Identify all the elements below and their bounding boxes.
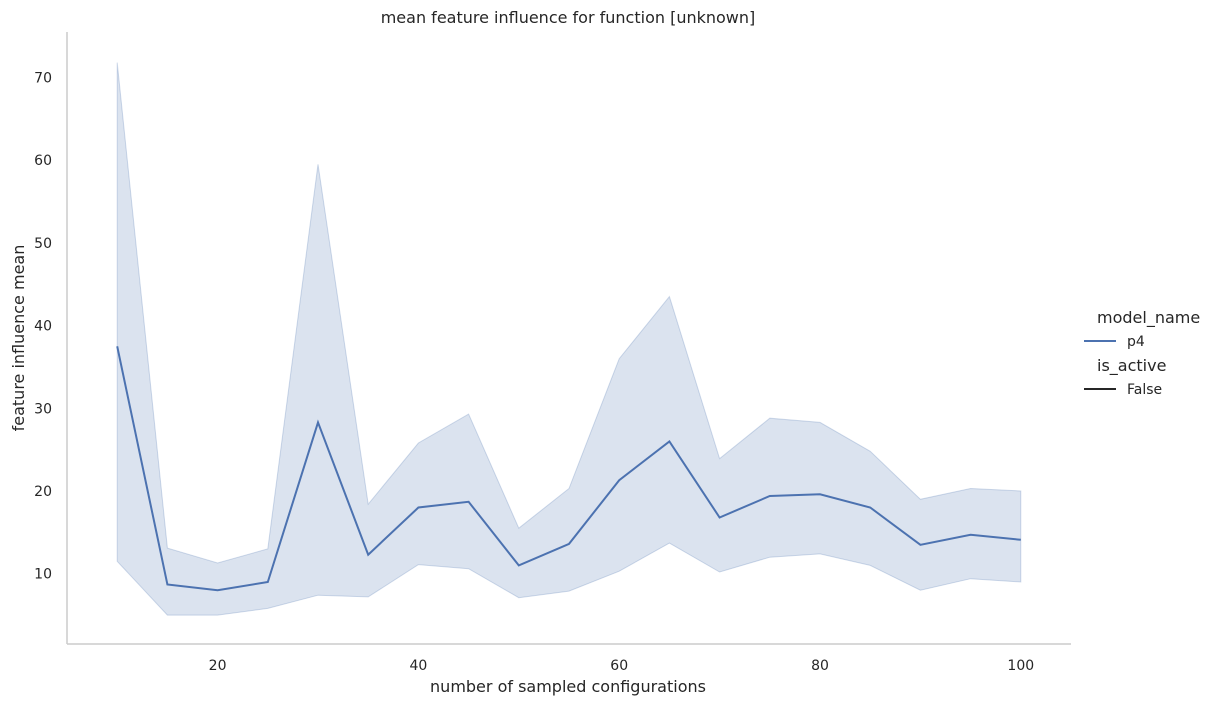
legend-hue-title: model_name bbox=[1097, 308, 1200, 328]
y-tick-label: 20 bbox=[34, 484, 52, 500]
x-tick-label: 20 bbox=[209, 658, 227, 674]
y-tick-label: 10 bbox=[34, 567, 52, 583]
x-axis-label: number of sampled configurations bbox=[430, 677, 706, 696]
x-tick-label: 60 bbox=[610, 658, 628, 674]
plot-area: 20 40 60 80 100 10 20 30 40 50 60 70 bbox=[34, 32, 1071, 674]
x-tick-label: 80 bbox=[811, 658, 829, 674]
y-tick-label: 50 bbox=[34, 236, 52, 252]
x-tick-label: 40 bbox=[409, 658, 427, 674]
x-tick-label: 100 bbox=[1007, 658, 1034, 674]
legend-style-label: False bbox=[1127, 382, 1162, 398]
legend-style-title: is_active bbox=[1097, 356, 1166, 376]
y-tick-label: 40 bbox=[34, 319, 52, 335]
legend-hue-label: p4 bbox=[1127, 334, 1145, 350]
y-tick-label: 30 bbox=[34, 401, 52, 417]
confidence-band-p4 bbox=[116, 62, 1022, 616]
y-tick-label: 70 bbox=[34, 70, 52, 86]
legend: model_name p4 is_active False bbox=[1084, 308, 1200, 398]
y-tick-label: 60 bbox=[34, 153, 52, 169]
chart-title: mean feature influence for function [unk… bbox=[381, 8, 756, 27]
y-axis-label: feature influence mean bbox=[9, 245, 28, 432]
